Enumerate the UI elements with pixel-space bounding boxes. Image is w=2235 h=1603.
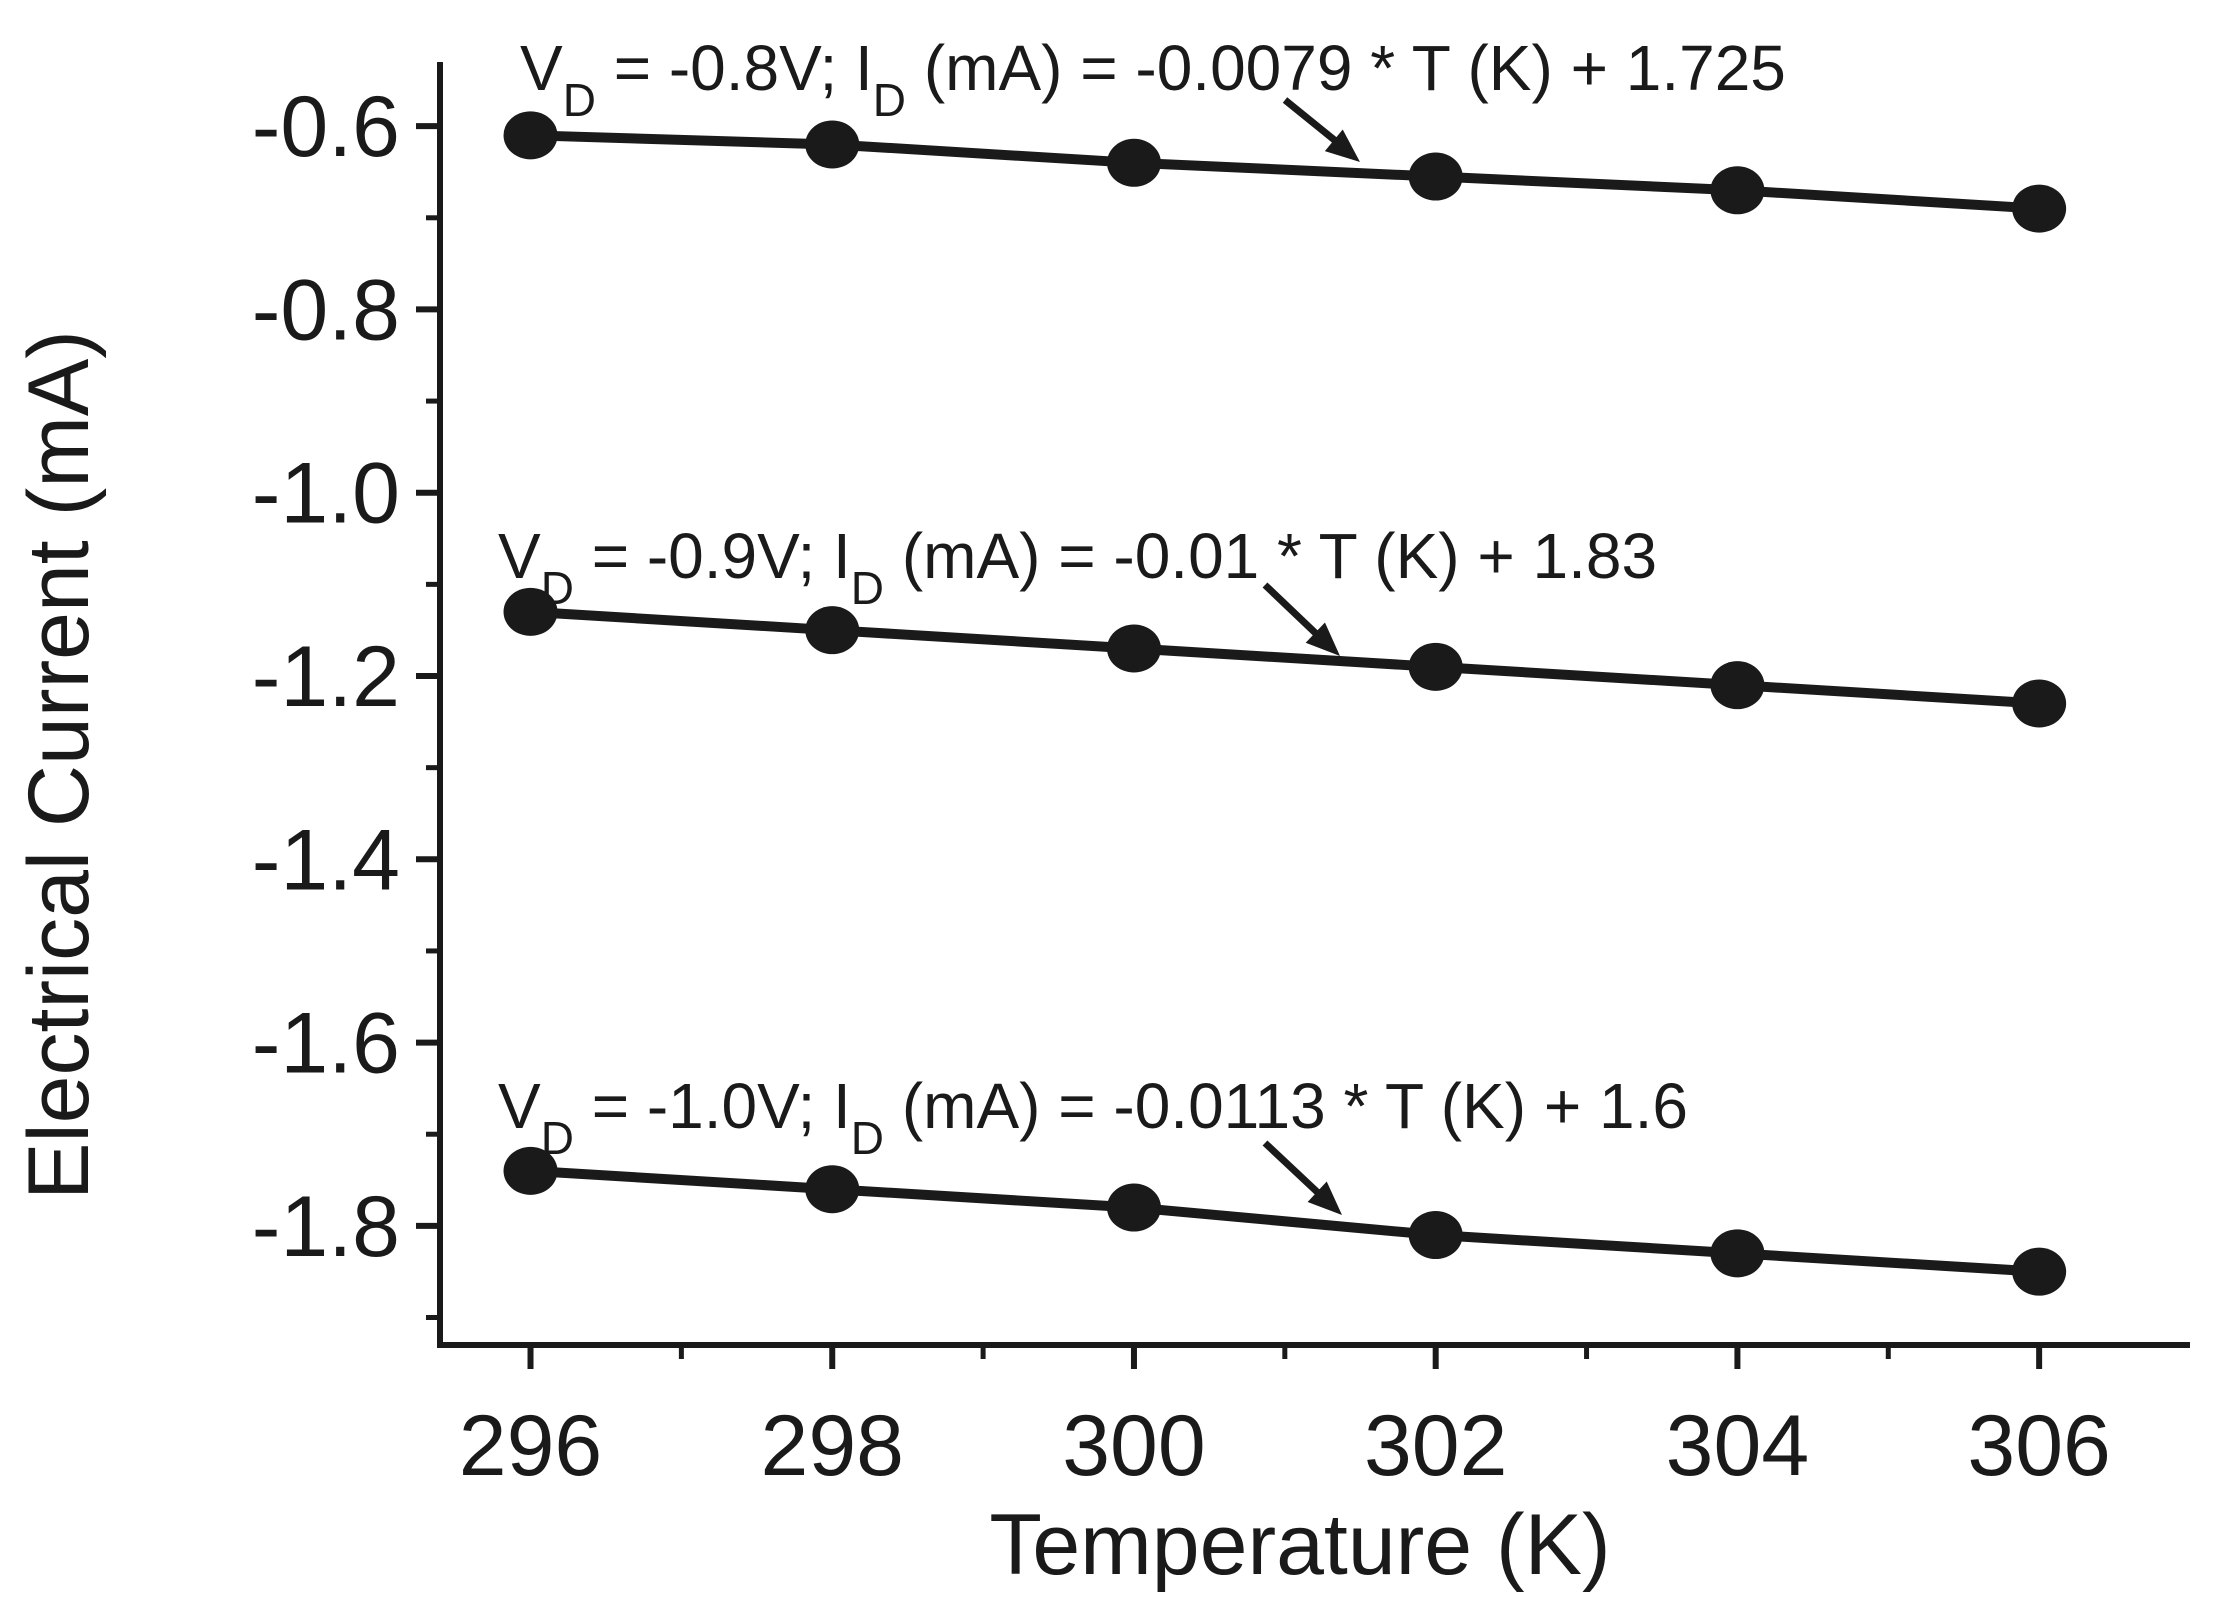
annotation-text: (mA) = -0.01 * T (K) + 1.83 (884, 520, 1657, 592)
data-point (1710, 1229, 1765, 1278)
data-point (503, 587, 558, 636)
data-point (503, 111, 558, 160)
annotation-subscript: D (563, 74, 596, 126)
series-line-2 (530, 606, 2040, 709)
data-point (2012, 679, 2067, 728)
annotation-arrowhead-2 (1305, 622, 1340, 656)
x-tick-label: 298 (760, 1398, 904, 1494)
data-point (1710, 661, 1765, 710)
y-tick-label: -0.8 (252, 262, 400, 358)
x-tick-label: 296 (459, 1398, 603, 1494)
annotation-label-2: VD = -0.9V; ID (mA) = -0.01 * T (K) + 1.… (498, 520, 1657, 614)
y-tick-label: -1.2 (252, 629, 400, 725)
data-point (1710, 166, 1765, 215)
x-axis-title: Temperature (K) (989, 1497, 1610, 1593)
annotation-subscript: D (851, 1112, 884, 1164)
y-tick-label: -1.0 (252, 446, 400, 542)
data-point (1106, 1183, 1161, 1232)
annotation-label-1: VD = -0.8V; ID (mA) = -0.0079 * T (K) + … (520, 32, 1786, 126)
annotation-text: (mA) = -0.0113 * T (K) + 1.6 (884, 1070, 1688, 1142)
annotation-text: = -1.0V; I (574, 1070, 851, 1142)
annotation-subscript: D (541, 562, 574, 614)
x-tick-label: 304 (1666, 1398, 1810, 1494)
x-tick-label: 306 (1967, 1398, 2111, 1494)
annotation-subscript: D (851, 562, 884, 614)
x-tick-label: 302 (1364, 1398, 1508, 1494)
data-point (1408, 152, 1463, 201)
data-point (1106, 138, 1161, 187)
annotation-text: (mA) = -0.0079 * T (K) + 1.725 (906, 32, 1786, 104)
data-point (1408, 642, 1463, 691)
annotations: VD = -0.8V; ID (mA) = -0.0079 * T (K) + … (498, 32, 1786, 1215)
annotation-label-3: VD = -1.0V; ID (mA) = -0.0113 * T (K) + … (498, 1070, 1688, 1164)
y-tick-label: -0.6 (252, 79, 400, 175)
data-point (503, 1146, 558, 1195)
axes: -0.6 -0.8 -1.0 -1.2 -1.4 -1.6 -1.8 296 298 300 302… (252, 62, 2190, 1494)
y-axis-title: Electrical Current (mA) (11, 330, 107, 1200)
data-point (805, 120, 860, 169)
data-point (1408, 1211, 1463, 1260)
series-line-3 (530, 1165, 2040, 1277)
annotation-subscript: D (873, 74, 906, 126)
annotation-text: = -0.8V; I (596, 32, 873, 104)
y-tick-label: -1.4 (252, 812, 400, 908)
y-tick-label: -1.8 (252, 1179, 400, 1275)
annotation-text: V (520, 32, 563, 104)
annotation-subscript: D (541, 1112, 574, 1164)
annotation-arrowhead-3 (1307, 1181, 1342, 1215)
data-point (2012, 1247, 2067, 1296)
data-point (805, 606, 860, 655)
annotation-text: = -0.9V; I (574, 520, 851, 592)
y-tick-label: -1.6 (252, 996, 400, 1092)
x-tick-label: 300 (1062, 1398, 1206, 1494)
annotation-text: V (498, 1070, 541, 1142)
series-layer (503, 111, 2067, 1296)
annotation-arrowhead-1 (1324, 129, 1360, 162)
data-point (805, 1165, 860, 1214)
annotation-text: V (498, 520, 541, 592)
series-line-1 (530, 130, 2040, 214)
data-point (1106, 624, 1161, 673)
data-point (2012, 184, 2067, 233)
